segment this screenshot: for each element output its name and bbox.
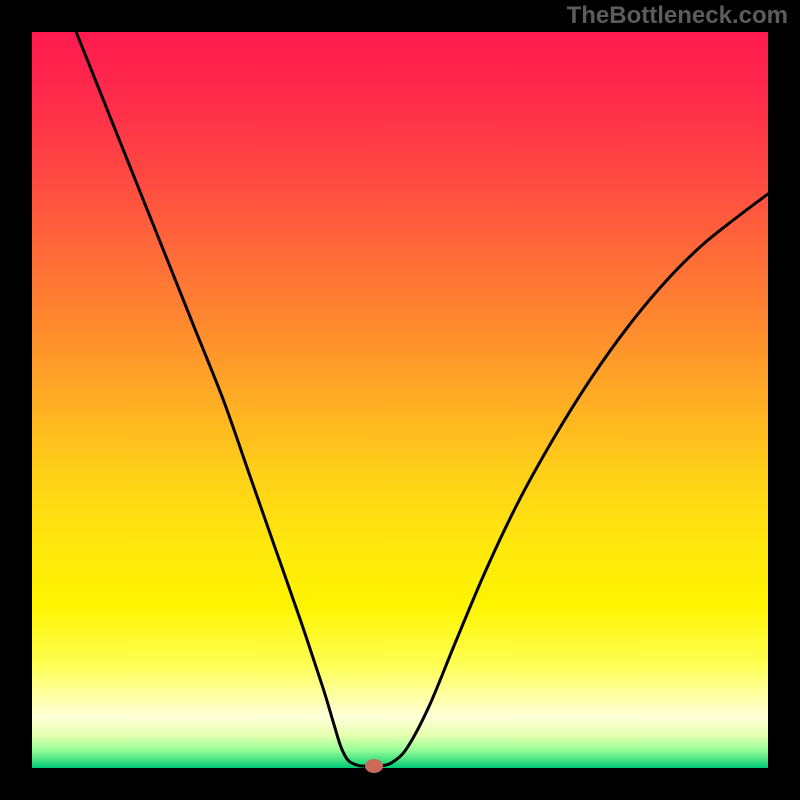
bottleneck-curve (76, 32, 768, 766)
optimum-marker (365, 759, 383, 773)
plot-area (32, 32, 768, 768)
watermark-text: TheBottleneck.com (567, 2, 788, 30)
curve-svg (32, 32, 768, 768)
chart-container: TheBottleneck.com (0, 0, 800, 800)
